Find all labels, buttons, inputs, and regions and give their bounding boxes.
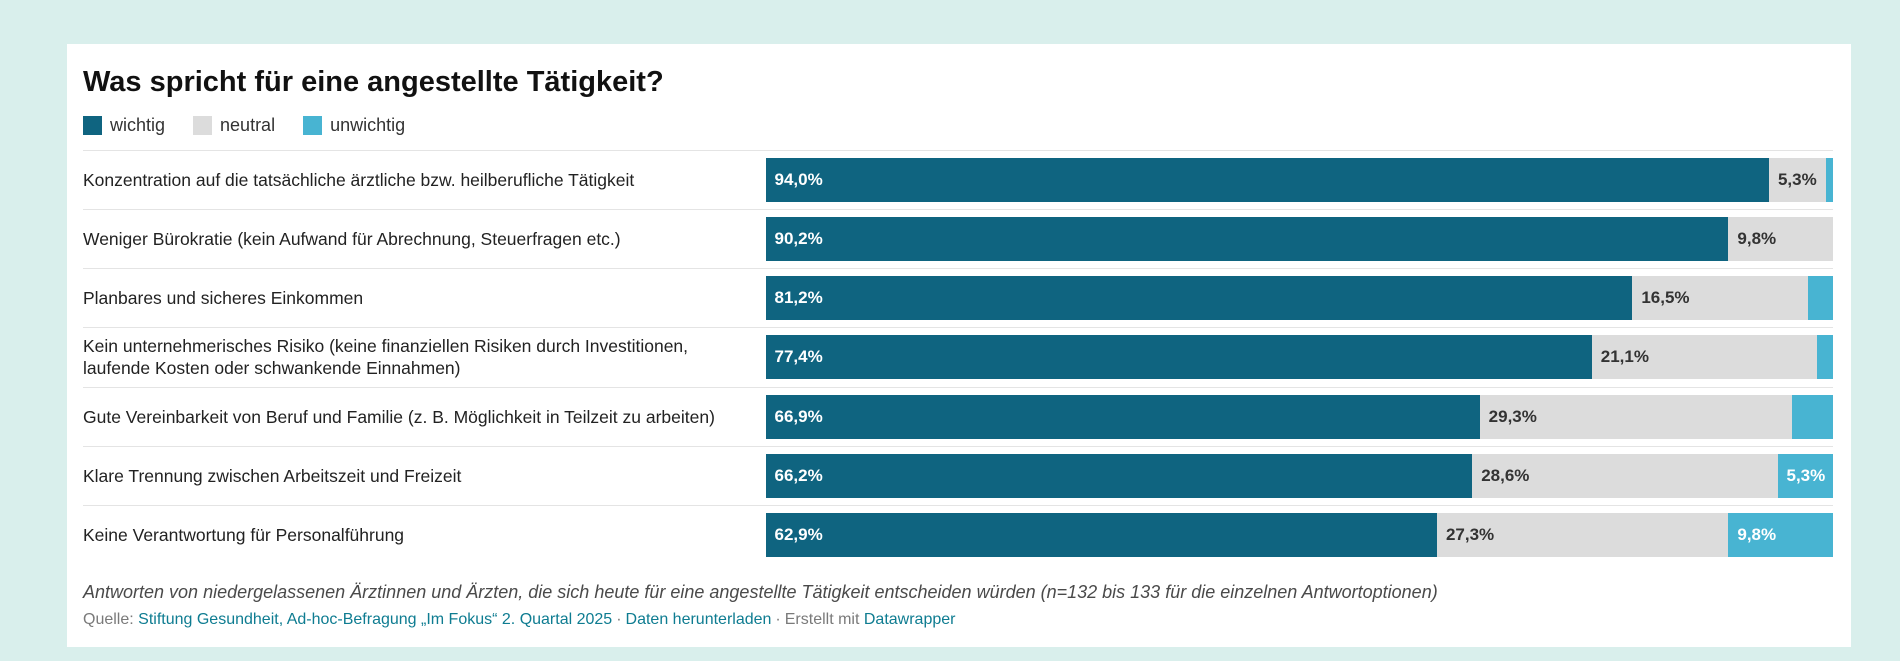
bar-segment-unwichtig: [1808, 276, 1833, 320]
bar-value-label: 16,5%: [1641, 288, 1690, 307]
chart-title: Was spricht für eine angestellte Tätigke…: [83, 66, 664, 98]
source-prefix: Quelle:: [83, 610, 134, 628]
chart-row: Konzentration auf die tatsächliche ärztl…: [83, 150, 1833, 209]
bar-value-label: 9,8%: [1737, 524, 1777, 544]
bar-segment-unwichtig: 9,8%: [1728, 512, 1833, 557]
bar-segment-unwichtig: 5,3%: [1777, 453, 1834, 498]
chart-card: Was spricht für eine angestellte Tätigke…: [67, 44, 1851, 647]
bar-value-label: 77,4%: [774, 347, 823, 367]
bar-segment-neutral: 21,1%: [1591, 335, 1817, 380]
row-label: Weniger Bürokratie (kein Aufwand für Abr…: [83, 228, 621, 249]
bar-value-label: 66,2%: [774, 465, 823, 485]
bar-rows: Konzentration auf die tatsächliche ärztl…: [83, 150, 1834, 564]
bar-value-label: 9,8%: [1737, 229, 1777, 248]
bar-track: 66,2% 28,6% 5,3%: [765, 453, 1834, 498]
bar-segment-wichtig: 81,2%: [765, 276, 1633, 320]
separator: ·: [616, 610, 622, 628]
legend-label: unwichtig: [330, 115, 406, 135]
bar-segment-neutral: 29,3%: [1479, 394, 1793, 439]
bar-segment-wichtig: 66,2%: [765, 453, 1473, 498]
legend-item-unwichtig: unwichtig: [303, 115, 405, 136]
row-label: Keine Verantwortung für Personalführung: [83, 524, 405, 545]
download-link[interactable]: Daten herunterladen: [625, 610, 772, 628]
legend-swatch-neutral: [193, 116, 213, 135]
bar-value-label: 94,0%: [774, 170, 823, 189]
bar-track: 66,9% 29,3%: [765, 394, 1833, 439]
bar-segment-neutral: 28,6%: [1472, 453, 1778, 498]
legend: wichtig neutral unwichtig: [83, 115, 1833, 136]
legend-label: neutral: [220, 115, 276, 135]
bar-value-label: 21,1%: [1600, 347, 1649, 367]
legend-label: wichtig: [110, 115, 166, 135]
bar-segment-wichtig: 90,2%: [765, 217, 1729, 261]
bar-segment-neutral: 27,3%: [1436, 512, 1729, 557]
bar-segment-wichtig: 66,9%: [765, 394, 1480, 439]
bar-value-label: 66,9%: [774, 406, 823, 426]
bar-segment-wichtig: 94,0%: [765, 158, 1769, 202]
bar-segment-wichtig: 62,9%: [765, 512, 1437, 557]
bar-value-label: 5,3%: [1777, 170, 1817, 189]
chart-row: Keine Verantwortung für Personalführung 6…: [83, 504, 1834, 564]
row-label: Klare Trennung zwischen Arbeitszeit und …: [83, 465, 462, 486]
bar-segment-neutral: 16,5%: [1632, 276, 1809, 320]
chart-row: Weniger Bürokratie (kein Aufwand für Abr…: [83, 209, 1833, 268]
chart-row: Planbares und sicheres Einkommen 81,2% 16,…: [83, 268, 1833, 327]
legend-swatch-unwichtig: [303, 116, 323, 135]
chart-row: Gute Vereinbarkeit von Beruf und Familie…: [83, 386, 1833, 446]
bar-segment-unwichtig: [1817, 335, 1834, 380]
row-label: Gute Vereinbarkeit von Beruf und Familie…: [83, 406, 715, 427]
bar-track: 62,9% 27,3% 9,8%: [765, 512, 1834, 557]
bar-value-label: 27,3%: [1445, 524, 1495, 544]
row-label: Konzentration auf die tatsächliche ärztl…: [83, 169, 635, 190]
bar-value-label: 5,3%: [1786, 465, 1826, 485]
chart-row: Kein unternehmerisches Risiko (keine fin…: [83, 327, 1834, 387]
chart-note: Antworten von niedergelassenen Ärztinnen…: [83, 581, 1438, 602]
separator: ·: [775, 610, 781, 628]
bar-track: 90,2% 9,8%: [765, 217, 1833, 261]
row-label: Planbares und sicheres Einkommen: [83, 287, 364, 308]
credit-link[interactable]: Datawrapper: [863, 610, 956, 628]
bar-value-label: 90,2%: [774, 229, 823, 248]
legend-item-neutral: neutral: [193, 115, 275, 136]
bar-value-label: 62,9%: [774, 524, 823, 544]
chart-row: Klare Trennung zwischen Arbeitszeit und …: [83, 445, 1834, 505]
bar-segment-unwichtig: [1825, 158, 1833, 202]
credit-prefix: Erstellt mit: [784, 610, 860, 628]
bar-value-label: 81,2%: [774, 288, 823, 307]
bar-segment-unwichtig: [1792, 394, 1833, 439]
source-link[interactable]: Stiftung Gesundheit, Ad-hoc-Befragung „I…: [138, 610, 613, 628]
bar-value-label: 29,3%: [1488, 406, 1537, 426]
legend-swatch-wichtig: [83, 116, 102, 135]
source-line: Quelle: Stiftung Gesundheit, Ad-hoc-Befr…: [83, 611, 1833, 629]
row-label: Kein unternehmerisches Risiko (keine fin…: [83, 336, 689, 379]
bar-track: 77,4% 21,1%: [765, 335, 1834, 380]
bar-segment-wichtig: 77,4%: [765, 335, 1592, 380]
bar-value-label: 28,6%: [1481, 465, 1530, 485]
legend-item-wichtig: wichtig: [83, 115, 165, 136]
bar-track: 81,2% 16,5%: [765, 276, 1833, 320]
bar-segment-neutral: 5,3%: [1768, 158, 1826, 202]
bar-segment-neutral: 9,8%: [1728, 217, 1833, 261]
bar-track: 94,0% 5,3%: [765, 158, 1833, 202]
